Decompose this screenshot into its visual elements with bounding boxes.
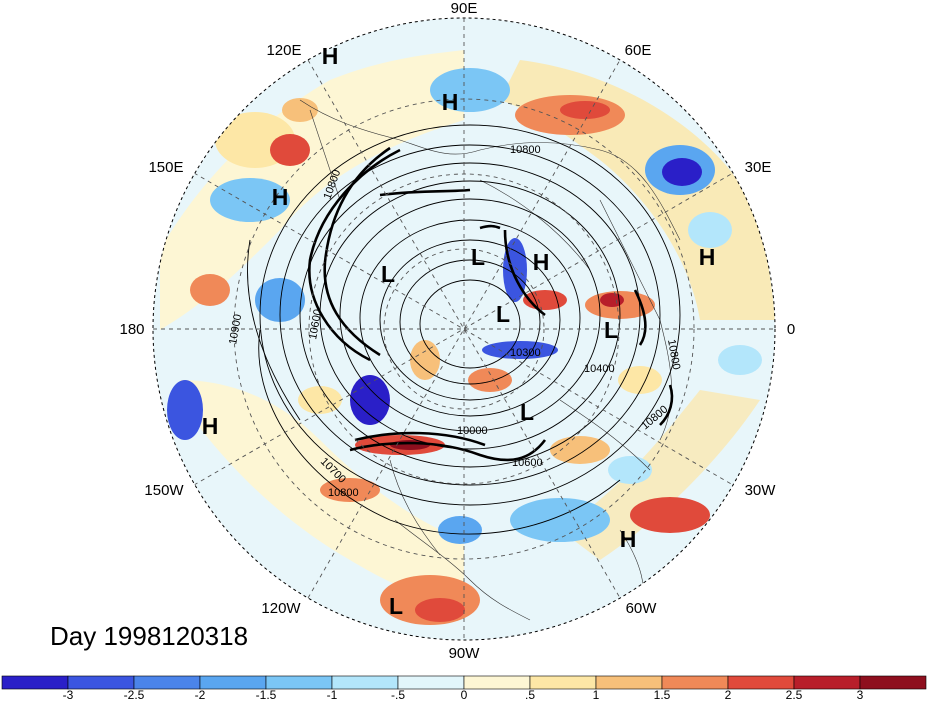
colorbar-tick-label: 1.5: [654, 688, 671, 702]
lon-label-60e: 60E: [625, 42, 652, 59]
high-center: H: [272, 184, 289, 210]
low-center: L: [471, 244, 485, 270]
contour-label: 10300: [510, 347, 541, 359]
lon-label-180: 180: [119, 321, 144, 338]
colorbar-tick-label: -1: [327, 688, 338, 702]
contour-label: 10600: [307, 308, 324, 340]
colorbar-tick-label: -.5: [391, 688, 405, 702]
graticule: [153, 18, 775, 640]
high-center: H: [699, 244, 716, 270]
colorbar-tick-label: 3: [857, 688, 864, 702]
lon-label-120e: 120E: [266, 42, 301, 59]
colorbar-tick-label: -2: [195, 688, 206, 702]
colorbar-tick-label: -3: [63, 688, 74, 702]
lon-label-120w: 120W: [261, 600, 301, 617]
colorbar-tick-label: .5: [525, 688, 535, 702]
anomaly-field: [153, 18, 775, 640]
lon-label-90w: 90W: [449, 645, 481, 662]
contour-label: 10800: [510, 144, 541, 156]
high-center: H: [442, 89, 459, 115]
colorbar-swatch: [397, 675, 465, 690]
colorbar-tick-label: 2: [725, 688, 732, 702]
pressure-centers: H H H H H H H L L L L L L: [202, 43, 716, 619]
colorbar-tick-label: -2.5: [124, 688, 145, 702]
lon-label-30w: 30W: [745, 482, 777, 499]
colorbar-swatch: [463, 675, 531, 690]
colorbar-swatch: [595, 675, 663, 690]
low-center: L: [496, 301, 510, 327]
colorbar-tick-label: -1.5: [256, 688, 277, 702]
colorbar-swatch: [331, 675, 399, 690]
height-contours: [247, 124, 681, 535]
longitude-labels: 90E 60E 30E 0 30W 60W 90W 120W 150W 180 …: [119, 0, 795, 662]
colorbar-swatch: [793, 675, 861, 690]
low-center: L: [389, 593, 403, 619]
jet-streams: [308, 146, 674, 462]
colorbar-swatch: [661, 675, 729, 690]
low-center: L: [381, 261, 395, 287]
contour-label: 10000: [457, 425, 488, 437]
high-center: H: [322, 43, 339, 69]
lon-label-0: 0: [787, 321, 795, 338]
colorbar-swatch: [859, 675, 927, 690]
colorbar-swatch: [1, 675, 69, 690]
day-title: Day 1998120318: [50, 621, 248, 651]
colorbar-swatch: [727, 675, 795, 690]
high-center: H: [202, 413, 219, 439]
contour-label: 10900: [227, 313, 244, 345]
colorbar-tick-label: 1: [593, 688, 600, 702]
contour-label: 10800: [328, 487, 359, 499]
colorbar-swatch: [529, 675, 597, 690]
lon-label-90e: 90E: [451, 0, 478, 17]
lon-label-60w: 60W: [626, 600, 658, 617]
high-center: H: [620, 526, 637, 552]
colorbar-tick-label: 2.5: [786, 688, 803, 702]
low-center: L: [604, 317, 618, 343]
contour-label: 10600: [512, 457, 543, 469]
lon-label-30e: 30E: [745, 159, 772, 176]
colorbar: -3 -2.5 -2 -1.5 -1 -.5 0 .5 1 1.5 2 2.5 3: [1, 675, 927, 702]
contour-label: 10400: [584, 363, 615, 375]
colorbar-tick-label: 0: [461, 688, 468, 702]
lon-label-150e: 150E: [148, 159, 183, 176]
high-center: H: [533, 249, 550, 275]
contour-label: 10800: [665, 338, 682, 370]
lon-label-150w: 150W: [144, 482, 184, 499]
low-center: L: [520, 399, 534, 425]
